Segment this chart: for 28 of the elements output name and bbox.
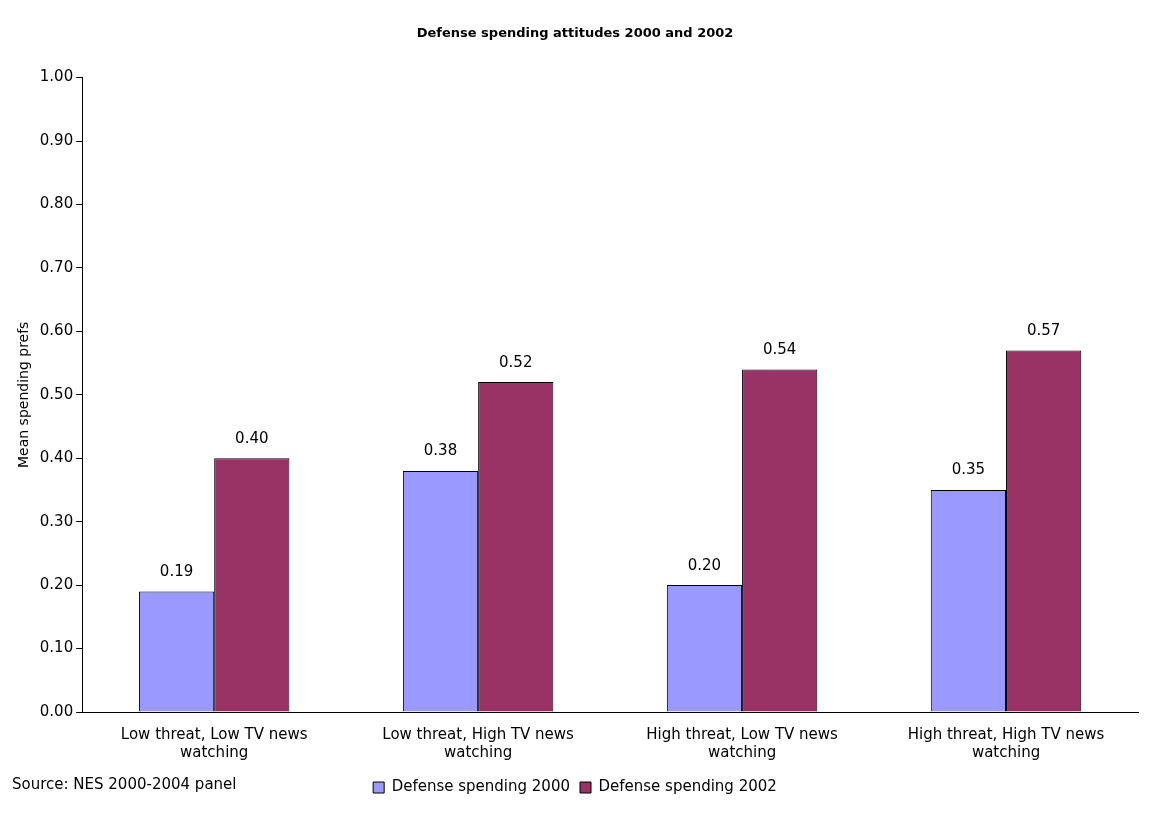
chart-title: Defense spending attitudes 2000 and 2002 <box>416 25 734 41</box>
y-tick-label: 0.20 <box>39 575 74 594</box>
y-tick-label: 0.30 <box>39 511 74 530</box>
data-label: 0.40 <box>235 428 269 447</box>
y-tick-label: 0.60 <box>39 321 74 340</box>
y-tick-label: 0.40 <box>39 448 74 467</box>
legend-label: Defense spending 2000 <box>391 777 571 796</box>
data-label: 0.35 <box>951 460 986 479</box>
y-tick-label: 1.00 <box>39 67 74 86</box>
x-tick-label: High threat, Low TV news watching <box>646 724 839 761</box>
y-tick-label: 0.80 <box>39 194 74 213</box>
data-label: 0.19 <box>159 561 194 580</box>
x-tick-label: Low threat, High TV news watching <box>382 724 575 761</box>
x-tick-label: High threat, High TV news watching <box>907 724 1105 761</box>
legend-label: Defense spending 2002 <box>598 777 777 796</box>
y-tick-label: 0.50 <box>39 384 74 403</box>
y-tick-label: 0.10 <box>39 638 74 657</box>
data-label: 0.52 <box>499 352 533 371</box>
data-label: 0.38 <box>423 441 458 460</box>
y-axis-title: Mean spending prefs <box>15 321 32 469</box>
x-tick-label: Low threat, Low TV news watching <box>120 724 308 761</box>
y-tick-label: 0.00 <box>39 701 74 720</box>
data-label: 0.54 <box>762 339 797 358</box>
y-tick-label: 0.90 <box>39 130 74 149</box>
y-tick-label: 0.70 <box>39 257 74 276</box>
source-note: Source: NES 2000-2004 panel <box>12 775 237 794</box>
data-label: 0.57 <box>1026 320 1061 339</box>
data-label: 0.20 <box>687 555 722 574</box>
